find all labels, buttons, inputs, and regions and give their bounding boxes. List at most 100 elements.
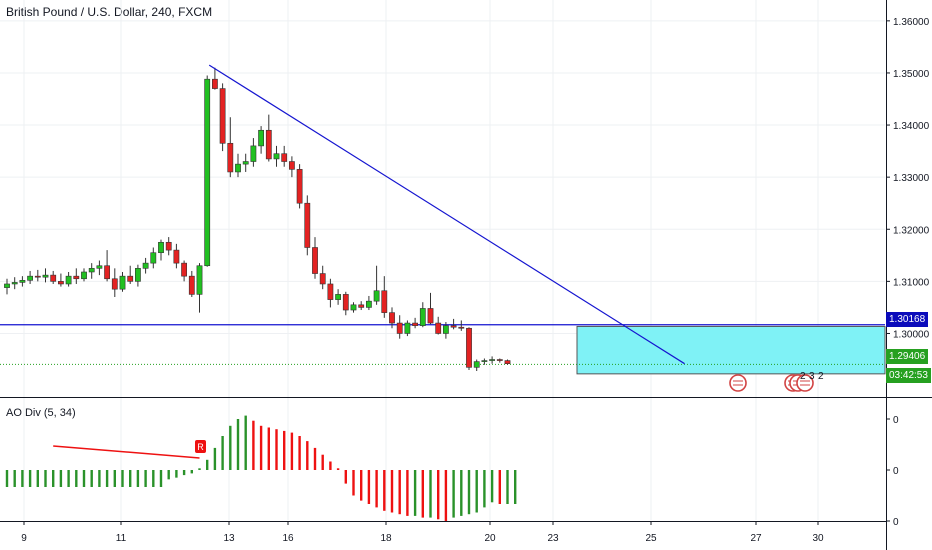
resistance-line [0,324,885,365]
candle[interactable] [396,322,403,334]
candle[interactable] [442,325,449,334]
time-tick-label: 23 [547,533,559,544]
candle[interactable] [34,275,41,278]
chart-title: British Pound / U.S. Dollar, 240, FXCM [6,5,213,19]
divergence-marker[interactable] [195,440,206,453]
candle[interactable] [27,275,33,281]
candle[interactable] [227,142,234,173]
candle[interactable] [273,153,280,160]
candle[interactable] [365,300,372,308]
candle[interactable] [342,294,349,311]
candle[interactable] [142,262,149,269]
time-tick-label: 13 [223,533,235,544]
candle[interactable] [188,275,195,295]
candle[interactable] [450,325,457,328]
candle[interactable] [381,290,388,313]
candle[interactable] [296,169,303,204]
candle[interactable] [65,275,72,285]
time-tick-label: 11 [116,533,127,544]
candle[interactable] [96,265,103,269]
candle[interactable] [404,322,411,334]
candle[interactable] [242,161,249,165]
axis-ticks: 1.36000 1.35000 1.34000 1.33000 1.32000 1.310… [21,17,929,544]
candle[interactable] [119,275,126,290]
candle[interactable] [327,283,334,300]
candle[interactable] [111,278,118,290]
candle[interactable] [304,202,311,248]
candle[interactable] [150,252,157,264]
trendline-line[interactable] [208,64,685,365]
event-flag-icon[interactable] [796,374,814,392]
candle[interactable] [73,275,80,280]
candle[interactable] [373,290,380,302]
candles [4,67,511,371]
trendline [208,64,685,365]
candle[interactable] [81,271,87,280]
candle[interactable] [4,283,10,288]
candle[interactable] [312,247,318,274]
candle[interactable] [435,322,442,334]
candle[interactable] [504,360,511,364]
zone-rect[interactable] [576,325,886,375]
candle[interactable] [335,294,341,300]
price-tick-label: 1.35000 [893,69,930,80]
time-tick-label: 9 [21,533,27,544]
candle[interactable] [412,322,418,326]
price-tick-label: 1.32000 [893,225,930,236]
ao-tick-label: 0 [893,517,899,528]
ao-histogram [5,415,517,521]
candle[interactable] [265,129,272,160]
candle[interactable] [427,308,434,324]
candle[interactable] [419,308,426,326]
candle[interactable] [281,153,288,162]
candle[interactable] [466,327,472,368]
time-tick-label: 18 [380,533,392,544]
time-tick-label: 30 [812,533,824,544]
candle[interactable] [319,273,326,285]
price-tick-label: 1.33000 [893,173,930,184]
time-tick-label: 16 [282,533,294,544]
candle[interactable] [496,359,503,361]
candle[interactable] [358,304,365,308]
candle[interactable] [204,78,211,267]
event-flag-icon[interactable] [729,374,747,392]
divergence-line [53,445,200,459]
candle[interactable] [389,312,395,324]
candle[interactable] [11,282,18,285]
line-price-tag: 1.30168 [886,312,929,327]
indicator-title: AO Div (5, 34) [6,407,76,419]
candle[interactable] [57,281,64,285]
candle[interactable] [458,326,465,329]
candle[interactable] [181,262,187,277]
candle[interactable] [235,163,241,173]
candle[interactable] [135,268,141,282]
demand-zone [576,325,886,375]
candle[interactable] [104,265,110,280]
divergence-marker-label: R [197,442,204,452]
candle[interactable] [196,265,203,295]
candle[interactable] [165,241,172,251]
time-tick-label: 27 [750,533,762,544]
candle[interactable] [173,249,180,264]
candle[interactable] [19,280,26,283]
candle[interactable] [127,275,134,282]
candle[interactable] [212,78,218,89]
candle[interactable] [288,161,295,170]
candle[interactable] [481,360,488,362]
candle[interactable] [350,304,357,311]
candle[interactable] [489,359,495,361]
candle[interactable] [158,241,164,254]
candle[interactable] [219,88,226,144]
event-count-label: 3 [809,371,815,382]
ao-tick-label: 0 [893,466,899,477]
candle[interactable] [42,274,49,278]
event-count-label: 2 [800,371,806,382]
candle[interactable] [50,274,57,282]
time-tick-label: 20 [484,533,496,544]
candle[interactable] [250,145,257,162]
candle[interactable] [88,268,95,273]
last-price-tag: 1.29406 [886,349,929,364]
candle[interactable] [258,129,264,147]
candle[interactable] [473,361,480,368]
